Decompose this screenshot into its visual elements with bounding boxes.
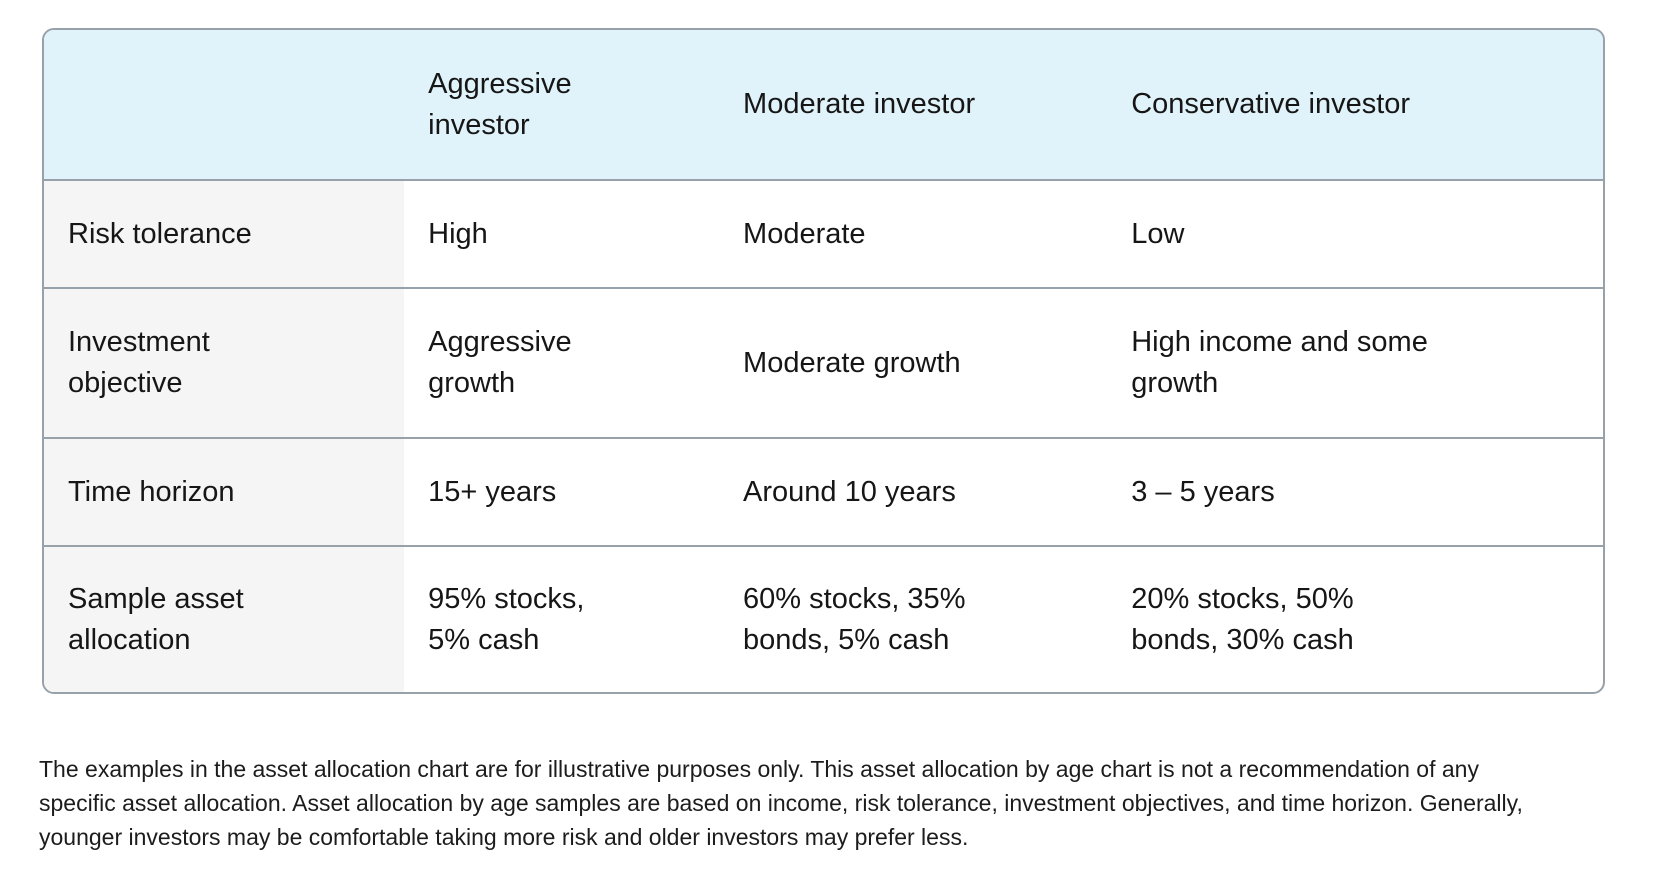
row-label-sample-asset-allocation: Sample asset allocation [44, 546, 405, 692]
cell-allocation-moderate: 60% stocks, 35% bonds, 5% cash [743, 582, 966, 656]
table-row-investment-objective: Investment objective Aggressive growth M… [44, 288, 1603, 438]
header-cell-moderate-investor: Moderate investor [719, 30, 1108, 180]
cell-horizon-moderate: Around 10 years [743, 475, 956, 508]
table-row-time-horizon: Time horizon 15+ years Around 10 years 3… [44, 438, 1603, 546]
cell-allocation-conservative: 20% stocks, 50% bonds, 30% cash [1131, 582, 1354, 656]
investor-comparison-table: Aggressive investor Moderate investor Co… [42, 28, 1605, 694]
asset-allocation-table: Aggressive investor Moderate investor Co… [44, 30, 1603, 692]
table-row-risk-tolerance: Risk tolerance High Moderate Low [44, 180, 1603, 288]
cell-horizon-conservative: 3 – 5 years [1131, 475, 1275, 508]
cell-risk-conservative: Low [1131, 217, 1185, 250]
row-label-time-horizon: Time horizon [44, 438, 405, 546]
cell-risk-aggressive: High [428, 217, 488, 250]
cell-horizon-aggressive: 15+ years [428, 475, 557, 508]
table-header-row: Aggressive investor Moderate investor Co… [44, 30, 1603, 180]
cell-objective-aggressive: Aggressive growth [428, 326, 572, 399]
row-label-risk-tolerance: Risk tolerance [44, 180, 405, 288]
cell-objective-moderate: Moderate growth [743, 346, 961, 379]
cell-allocation-aggressive: 95% stocks, 5% cash [428, 582, 585, 656]
table-row-sample-asset-allocation: Sample asset allocation 95% stocks, 5% c… [44, 546, 1603, 692]
row-label-investment-objective: Investment objective [44, 288, 405, 438]
disclaimer-text: The examples in the asset allocation cha… [39, 756, 1523, 850]
header-cell-aggressive-investor: Aggressive investor [404, 30, 720, 180]
header-cell-empty [44, 30, 405, 180]
cell-objective-conservative: High income and some growth [1131, 326, 1428, 399]
header-cell-conservative-investor: Conservative investor [1107, 30, 1603, 180]
cell-risk-moderate: Moderate [743, 217, 866, 250]
